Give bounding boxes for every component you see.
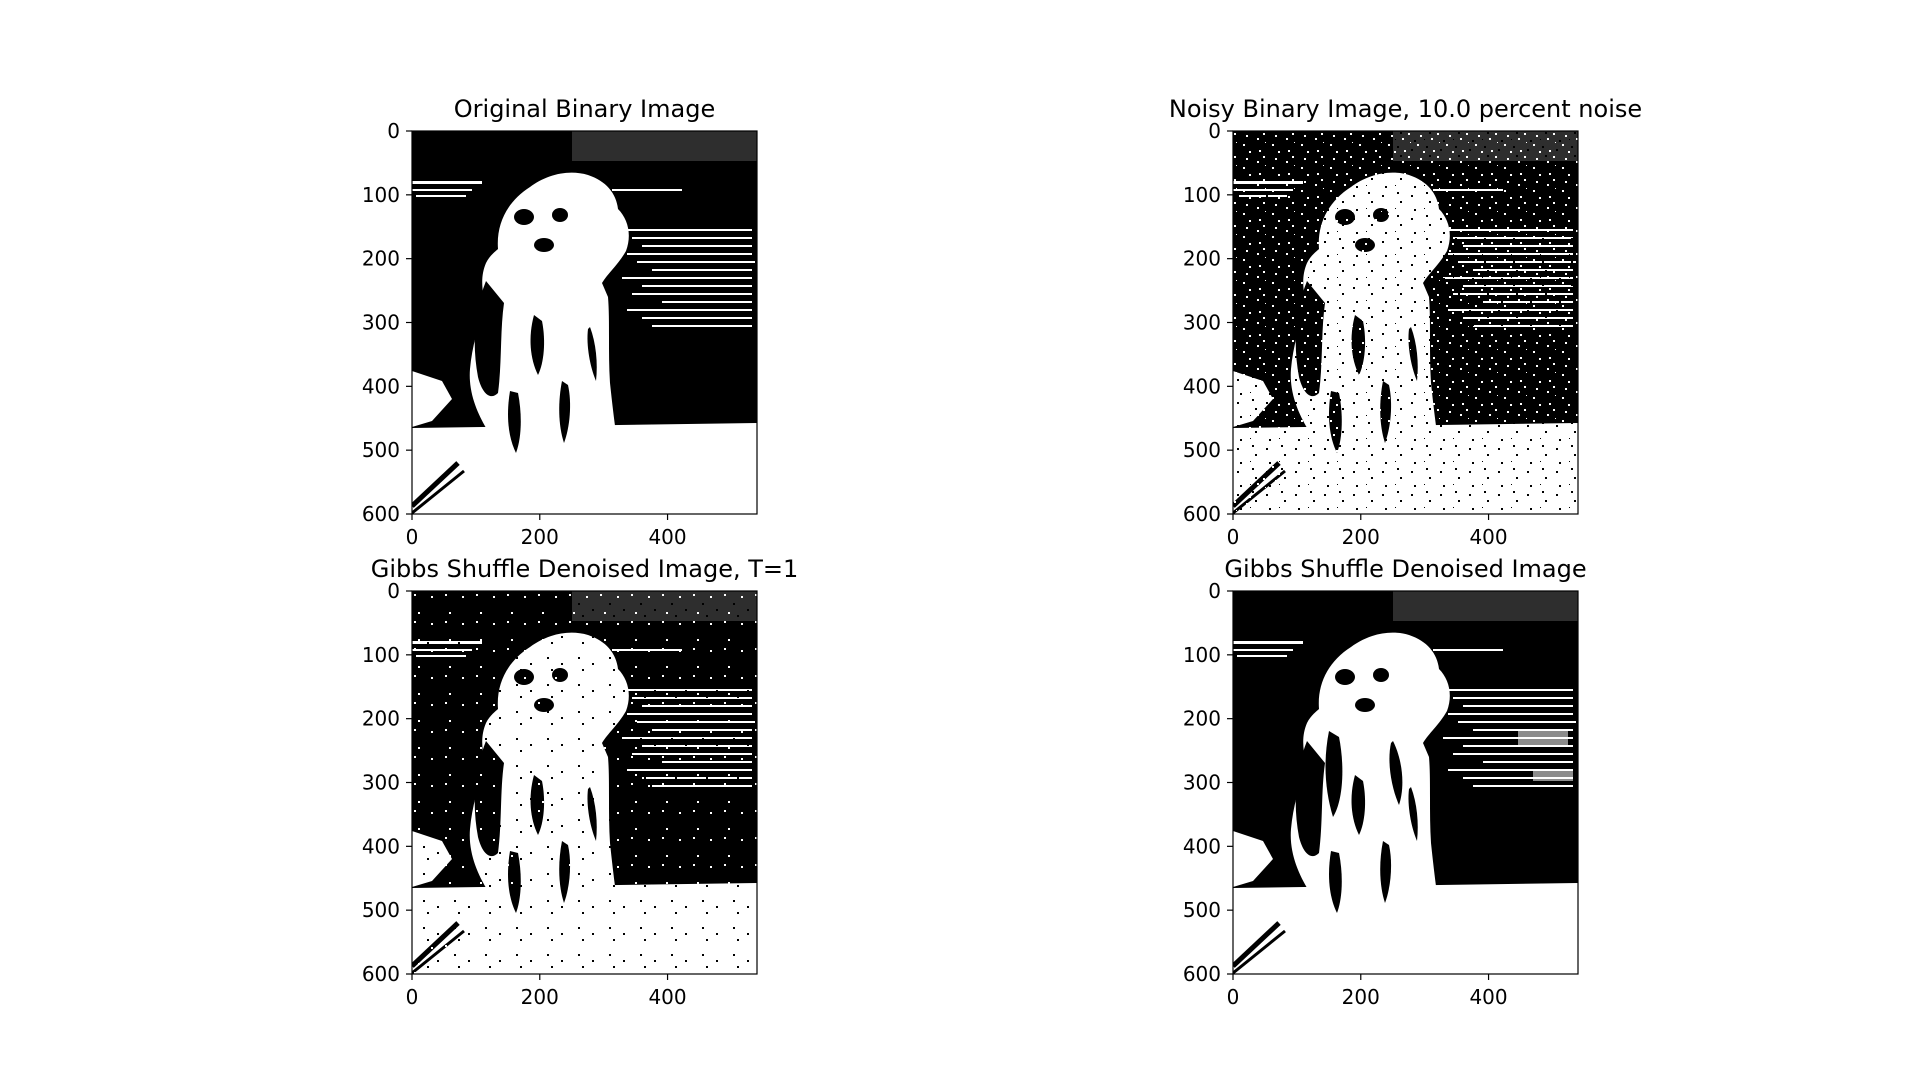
x-tick-label: 400 — [648, 985, 686, 1009]
binary-image — [412, 131, 757, 514]
y-tick-label: 300 — [1183, 771, 1221, 795]
x-tick-label: 400 — [1469, 525, 1507, 549]
x-tick-label: 200 — [521, 985, 559, 1009]
y-tick-label: 400 — [1183, 374, 1221, 398]
x-tick-label: 200 — [521, 525, 559, 549]
panel-gibbs-t1: Gibbs Shuffle Denoised Image, T=10100200… — [362, 555, 798, 1009]
y-tick-label: 400 — [362, 374, 400, 398]
y-tick-label: 500 — [1183, 438, 1221, 462]
y-tick-label: 200 — [362, 247, 400, 271]
y-tick-label: 100 — [362, 643, 400, 667]
x-tick-label: 400 — [1469, 985, 1507, 1009]
panel-original: Original Binary Image 0 100 200 300 400 500 600… — [362, 95, 758, 549]
y-tick-label: 100 — [1183, 183, 1221, 207]
panel-title: Gibbs Shuffle Denoised Image, T=1 — [371, 555, 799, 583]
x-tick-label: 0 — [1227, 985, 1240, 1009]
y-tick-label: 500 — [362, 438, 400, 462]
y-tick-label: 600 — [1183, 962, 1221, 986]
y-tick-label: 200 — [1183, 247, 1221, 271]
x-tick-label: 0 — [406, 525, 419, 549]
x-tick-label: 0 — [1227, 525, 1240, 549]
y-tick-label: 0 — [1208, 579, 1221, 603]
y-tick-label: 600 — [362, 962, 400, 986]
binary-image — [1233, 591, 1578, 974]
y-tick-label: 0 — [387, 119, 400, 143]
y-tick-label: 500 — [1183, 898, 1221, 922]
panel-title: Noisy Binary Image, 10.0 percent noise — [1169, 95, 1642, 123]
x-tick-label: 0 — [406, 985, 419, 1009]
y-tick-label: 300 — [362, 311, 400, 335]
y-tick-label: 300 — [362, 771, 400, 795]
y-tick-label: 600 — [362, 502, 400, 526]
y-tick-label: 300 — [1183, 311, 1221, 335]
y-tick-label: 600 — [1183, 502, 1221, 526]
panel-gibbs: Gibbs Shuffle Denoised Image010020030040… — [1183, 555, 1587, 1009]
x-tick-label: 400 — [648, 525, 686, 549]
y-tick-label: 0 — [1208, 119, 1221, 143]
y-tick-label: 500 — [362, 898, 400, 922]
y-tick-label: 400 — [1183, 834, 1221, 858]
y-tick-label: 100 — [362, 183, 400, 207]
x-tick-label: 200 — [1342, 525, 1380, 549]
y-tick-label: 100 — [1183, 643, 1221, 667]
panel-noisy: Noisy Binary Image, 10.0 percent noise01… — [1169, 95, 1642, 549]
binary-image — [412, 591, 757, 974]
panel-title: Gibbs Shuffle Denoised Image — [1224, 555, 1586, 583]
binary-image — [1233, 131, 1578, 514]
y-tick-label: 200 — [362, 707, 400, 731]
y-tick-label: 200 — [1183, 707, 1221, 731]
panel-title: Original Binary Image — [454, 95, 715, 123]
x-tick-label: 200 — [1342, 985, 1380, 1009]
y-tick-label: 400 — [362, 834, 400, 858]
y-tick-label: 0 — [387, 579, 400, 603]
